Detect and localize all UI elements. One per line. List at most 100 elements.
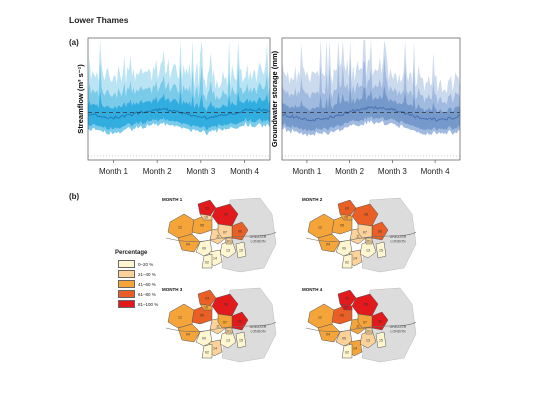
region-code: 11 (216, 235, 220, 239)
x-tick-label: Month 4 (230, 167, 259, 176)
region-code: 01 (227, 240, 231, 244)
region-code: 15 (239, 249, 243, 253)
catchment-region (317, 323, 341, 343)
x-tick-label: Month 1 (99, 167, 128, 176)
region-code: 11 (356, 235, 360, 239)
catchment-region (341, 343, 353, 359)
region-code: 08 (224, 303, 228, 307)
city-label: GREATER (390, 235, 407, 239)
region-code: 06 (378, 230, 382, 234)
region-code: 12 (318, 226, 322, 230)
region-code: 12 (178, 226, 182, 230)
band-inner (282, 85, 460, 132)
region-code: 01 (227, 330, 231, 334)
region-code: 02 (345, 261, 349, 265)
region-code: 03 (205, 207, 209, 211)
plot-frame (87, 37, 271, 161)
y-axis-label: Streamflow (m³ s⁻¹) (76, 64, 85, 134)
region-code: 08 (224, 213, 228, 217)
region-code: 04 (326, 333, 330, 337)
catchment-region (235, 241, 247, 259)
region-code: 12 (318, 316, 322, 320)
catchment-region (199, 213, 213, 221)
legend-label: 81–100 % (138, 301, 159, 307)
region-code: 02 (205, 351, 209, 355)
region-code: 12 (178, 316, 182, 320)
map-title: MONTH 1 (162, 197, 183, 202)
map-legend: Percentage 0–20 % 21–40 % 41–60 % 61–80 % 81… (115, 250, 175, 310)
region-code: 13 (226, 339, 230, 343)
river-line (305, 231, 417, 242)
region-code: 11 (356, 325, 360, 329)
x-tick-label: Month 3 (378, 167, 407, 176)
city-label: LONDON (391, 240, 406, 244)
catchment-region (197, 289, 217, 307)
region-code: 10 (344, 306, 348, 310)
catchment-region (235, 331, 247, 349)
catchment-region (201, 253, 213, 269)
legend-swatch (118, 260, 135, 268)
region-code: 04 (326, 243, 330, 247)
region-code: 06 (378, 320, 382, 324)
median-line (281, 105, 461, 122)
region-code: 02 (345, 351, 349, 355)
region-code: 11 (216, 325, 220, 329)
region-code: 05 (340, 314, 344, 318)
region-code: 01 (367, 240, 371, 244)
catchment-region (317, 233, 341, 253)
legend-item: 21–40 % (118, 269, 156, 279)
panel-a-label: (a) (69, 38, 79, 47)
region-code: 15 (239, 339, 243, 343)
y-axis-label: Groundwater storage (mm) (270, 50, 279, 147)
region-code: 01 (367, 330, 371, 334)
region-code: 13 (366, 339, 370, 343)
region-code: 14 (353, 347, 357, 351)
x-tick-label: Month 2 (143, 167, 172, 176)
city-label: GREATER (250, 235, 267, 239)
region-code: 07 (223, 321, 227, 325)
region-code: 04 (186, 333, 190, 337)
region-code: 15 (379, 249, 383, 253)
x-tick-label: Month 4 (421, 167, 450, 176)
region-code: 13 (366, 249, 370, 253)
x-tick-label: Month 2 (335, 167, 364, 176)
groundwater-chart: Groundwater storage (mm) Month 1 Month 2 Mo… (270, 37, 461, 176)
catchment-region (201, 343, 213, 359)
region-code: 03 (345, 207, 349, 211)
region-code: 07 (363, 231, 367, 235)
region-code: 15 (379, 339, 383, 343)
map-title: MONTH 4 (302, 287, 323, 292)
region-code: 03 (345, 297, 349, 301)
region-code: 05 (200, 224, 204, 228)
legend-item: 0–20 % (118, 259, 153, 269)
region-code: 04 (186, 243, 190, 247)
figure-title: Lower Thames (69, 15, 129, 25)
region-code: 08 (364, 303, 368, 307)
region-code: 10 (204, 306, 208, 310)
plot-frame (281, 37, 461, 161)
region-code: 14 (213, 257, 217, 261)
region-code: 07 (363, 321, 367, 325)
region-code: 09 (202, 337, 206, 341)
region-code: 07 (223, 231, 227, 235)
river-line (305, 321, 417, 332)
catchment-region (177, 233, 201, 253)
band-inner (88, 90, 270, 131)
catchment-region (197, 199, 217, 217)
region-code: 09 (202, 247, 206, 251)
x-tick-label: Month 1 (292, 167, 321, 176)
map-title: MONTH 3 (162, 287, 183, 292)
region-code: 09 (342, 247, 346, 251)
legend-swatch (118, 280, 135, 288)
region-code: 13 (226, 249, 230, 253)
region-code: 05 (200, 314, 204, 318)
region-code: 06 (238, 320, 242, 324)
legend-label: 0–20 % (138, 261, 154, 267)
region-code: 02 (205, 261, 209, 265)
city-label: LONDON (251, 240, 266, 244)
legend-title: Percentage (115, 250, 148, 256)
region-code: 10 (204, 216, 208, 220)
